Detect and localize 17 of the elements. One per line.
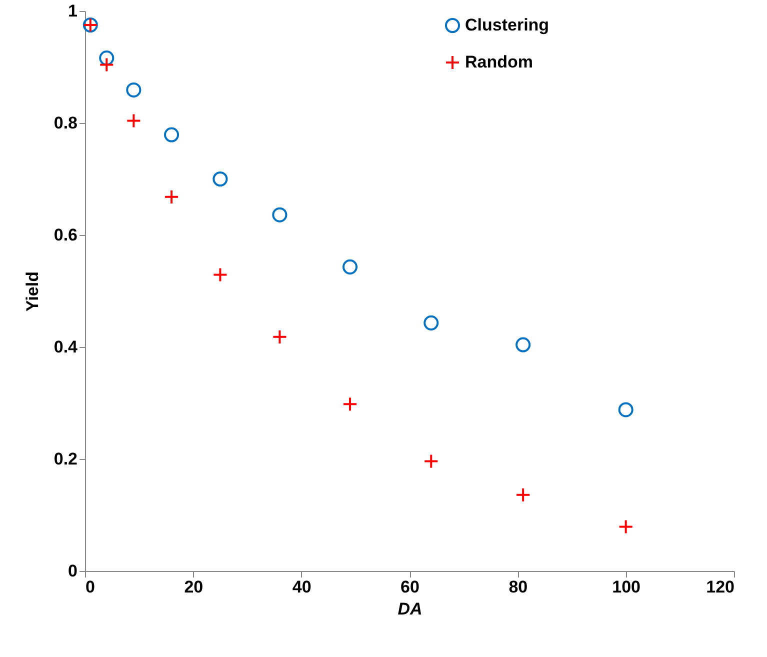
legend-label: Clustering bbox=[465, 16, 550, 34]
y-tick-label: 0.2 bbox=[54, 450, 78, 468]
x-tick-label: 80 bbox=[508, 578, 528, 596]
y-tick-label: 0 bbox=[68, 562, 78, 580]
y-tick-label: 0.8 bbox=[54, 114, 78, 132]
x-tick-label: 0 bbox=[86, 578, 95, 596]
x-tick-label: 100 bbox=[612, 578, 641, 596]
x-axis-title: DA bbox=[398, 600, 422, 618]
legend-label: Random bbox=[465, 52, 533, 72]
y-tick-label: 0.6 bbox=[54, 226, 78, 244]
x-tick-label: 20 bbox=[184, 578, 204, 596]
y-tick-label: 0.4 bbox=[54, 338, 78, 356]
x-tick-label: 40 bbox=[292, 578, 312, 596]
y-tick-label: 1 bbox=[68, 2, 78, 20]
y-axis-title: Yield bbox=[22, 272, 42, 312]
x-tick-label: 60 bbox=[400, 578, 420, 596]
x-tick-label: 120 bbox=[706, 578, 734, 596]
